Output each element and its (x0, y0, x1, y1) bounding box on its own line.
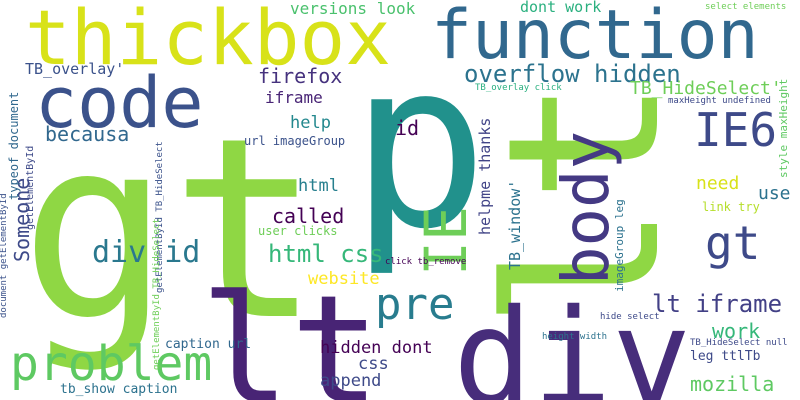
word-tb-overlay-q: TB_overlay' (25, 60, 125, 78)
word-help: help (290, 113, 331, 133)
word-gt-small: gt (705, 216, 761, 270)
word-use: use (758, 183, 791, 204)
word-style-maxheight: style maxHeight (777, 78, 790, 178)
word-link-try: link try (702, 200, 760, 214)
word-leg-ttltb: leg ttlTb (690, 349, 761, 364)
word-tb-overlay-click: TB_overlay click (475, 83, 562, 93)
word-hidden-dont: hidden dont (320, 338, 433, 358)
word-problem: problem (10, 336, 213, 392)
word-getelementbyid-tb-hideselect-2: getElementById TB_HideSelect (152, 218, 162, 370)
word-iframe: iframe (265, 88, 323, 107)
word-becausa: becausa (45, 122, 130, 146)
word-url-imagegroup: url imageGroup (244, 134, 346, 148)
word-firefox: firefox (258, 64, 343, 88)
word-user-clicks: user clicks (258, 224, 338, 238)
word-gt-big: gt (20, 84, 322, 375)
word-caption-url: caption url (165, 337, 252, 352)
word-tb-show-caption: tb_show caption (60, 382, 178, 397)
word-pre: pre (375, 279, 455, 330)
word-maxheight-undefined: maxHeight undefined (668, 96, 771, 106)
word-versions-look: versions look (290, 0, 416, 18)
word-tb-hideselect-q: TB_HideSelect' (630, 78, 782, 99)
word-html-css: html css (268, 240, 384, 268)
word-css: css (358, 354, 389, 374)
word-imagegroup-leg: imageGroup leg (613, 199, 626, 292)
word-mozilla: mozilla (690, 372, 775, 396)
word-helpme-thanks: helpme thanks (476, 117, 494, 235)
word-id: id (395, 116, 420, 140)
word-hide-select: hide select (600, 312, 660, 322)
word-html: html (298, 176, 339, 196)
word-thickbox: thickbox (25, 0, 392, 82)
word-overflow-hidden: overflow hidden (464, 60, 681, 88)
word-height-width: height width (542, 332, 608, 342)
word-document-getelementbyid: document getElementById (0, 193, 9, 318)
word-div: div (453, 281, 692, 400)
word-tb-hideselect-null: TB_HideSelect null (690, 338, 788, 348)
word-append: append (320, 371, 382, 391)
word-typeof-document: typeof document (7, 91, 21, 200)
word-need: need (696, 173, 740, 194)
word-body: body (550, 130, 624, 285)
word-select-elements: select elements (705, 2, 787, 12)
word-dont-work: dont work (520, 0, 602, 16)
word-lt-iframe: lt iframe (652, 290, 783, 318)
word-tb-window-q: TB_window' (506, 179, 524, 270)
word-p: p (350, 13, 489, 280)
word-click-tb-remove: click tb_remove (385, 257, 467, 267)
word-function: function (431, 0, 759, 75)
word-getelementbyid-v: getElementById (25, 145, 36, 230)
word-code: code (35, 62, 204, 144)
word-called: called (272, 204, 345, 228)
word-ie6: IE6 (694, 103, 778, 157)
word-website: website (308, 269, 380, 289)
word-lt-mid: lt (200, 264, 381, 400)
word-work: work (712, 319, 761, 343)
word-div-id: div id (92, 235, 201, 270)
